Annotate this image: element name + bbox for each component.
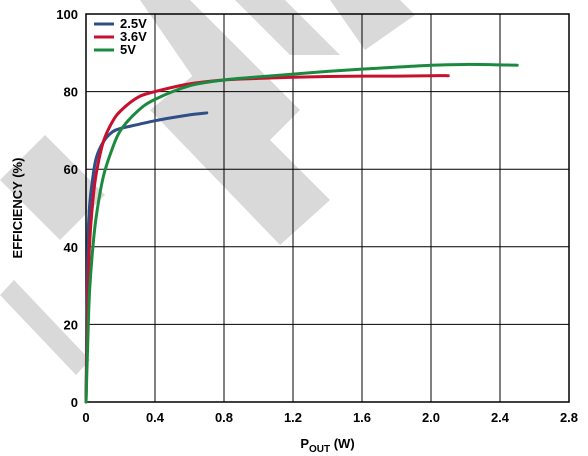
series-layer xyxy=(84,62,519,404)
series-line-5v xyxy=(84,62,519,404)
tick-labels: 0 0.4 0.8 1.2 1.6 2.0 2.4 2.8 0 20 40 60 80 100 xyxy=(56,7,578,425)
y-tick-label: 100 xyxy=(56,7,78,22)
x-tick-label: 1.2 xyxy=(284,410,302,425)
watermark-stroke-2 xyxy=(0,135,105,240)
watermark-graphic xyxy=(0,0,415,375)
x-tick-label: 0 xyxy=(82,410,89,425)
x-tick-label: 0.4 xyxy=(146,410,165,425)
legend-label: 5V xyxy=(120,42,136,57)
y-tick-label: 0 xyxy=(71,395,78,410)
x-tick-label: 2.4 xyxy=(491,410,510,425)
legend-label: 3.6V xyxy=(120,29,147,44)
x-axis-title-unit: (W) xyxy=(330,436,355,451)
x-axis-title-sub: OUT xyxy=(309,444,330,455)
x-tick-label: 1.6 xyxy=(353,410,371,425)
y-tick-label: 80 xyxy=(64,85,78,100)
y-tick-label: 40 xyxy=(64,240,78,255)
x-tick-label: 2.0 xyxy=(422,410,440,425)
x-tick-label: 2.8 xyxy=(560,410,578,425)
watermark-stroke-1 xyxy=(0,280,90,375)
series-line-3-6v xyxy=(84,74,450,404)
plot-frame xyxy=(85,13,570,403)
watermark-stroke-4 xyxy=(235,0,340,55)
x-axis-title-main: P xyxy=(300,436,309,451)
y-tick-label: 60 xyxy=(64,162,78,177)
legend-label: 2.5V xyxy=(120,16,147,31)
x-axis-title: POUT (W) xyxy=(300,436,354,455)
x-tick-label: 0.8 xyxy=(215,410,233,425)
series-line-2-5v xyxy=(84,111,209,404)
y-tick-label: 20 xyxy=(64,317,78,332)
watermark-stroke-5 xyxy=(330,0,415,50)
y-axis-title: EFFICIENCY (%) xyxy=(10,158,25,259)
